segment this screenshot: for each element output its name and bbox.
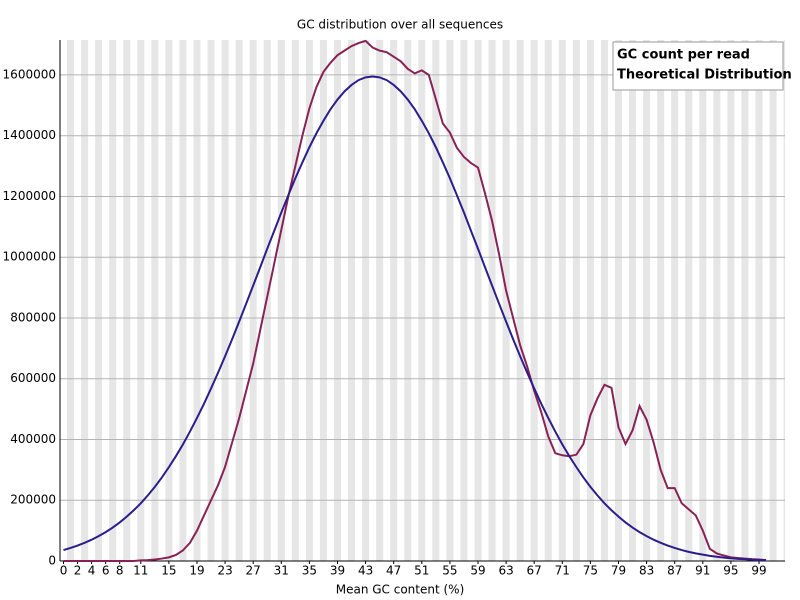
x-tick-label: 8 (116, 564, 124, 578)
background-stripe (657, 40, 665, 561)
background-stripe (474, 40, 482, 561)
background-stripe (348, 40, 356, 561)
x-tick-label: 79 (611, 564, 626, 578)
background-stripe (516, 40, 524, 561)
background-stripe (685, 40, 693, 561)
x-tick-label: 87 (667, 564, 682, 578)
background-stripe (614, 40, 623, 561)
chart-title: GC distribution over all sequences (297, 18, 503, 32)
background-stripe (305, 40, 313, 561)
background-stripe (404, 40, 412, 561)
background-stripe (460, 40, 468, 561)
background-stripe (418, 40, 426, 561)
background-stripe (755, 40, 763, 561)
y-tick-label: 800000 (10, 310, 56, 324)
x-tick-label: 95 (723, 564, 738, 578)
background-stripe (446, 40, 454, 561)
x-tick-label: 75 (583, 564, 598, 578)
y-tick-label: 1400000 (3, 128, 56, 142)
background-stripe (671, 40, 679, 561)
background-stripe (629, 40, 637, 561)
background-stripe (783, 40, 785, 561)
background-stripe (502, 40, 510, 561)
background-stripe (81, 40, 89, 561)
background-stripe (95, 40, 103, 561)
x-tick-label: 15 (161, 564, 176, 578)
background-stripe (235, 40, 243, 561)
background-stripe (277, 40, 285, 561)
x-tick-label: 11 (133, 564, 148, 578)
legend-box (612, 41, 784, 91)
data-line (63, 75, 767, 562)
background-stripe (713, 40, 721, 561)
x-tick-label: 19 (189, 564, 204, 578)
background-stripe (179, 40, 187, 561)
background-stripe (193, 40, 201, 561)
x-tick-label: 83 (639, 564, 654, 578)
background-stripe (109, 40, 117, 561)
y-tick-label: 0 (48, 554, 56, 568)
x-axis-label: Mean GC content (%) (336, 583, 465, 597)
background-stripe (123, 40, 131, 561)
plot-area (67, 40, 785, 561)
y-tick-label: 1200000 (3, 189, 56, 203)
background-stripe (151, 40, 159, 561)
background-stripe (727, 40, 735, 561)
background-stripe (530, 40, 538, 561)
background-stripe (319, 40, 327, 561)
x-tick-label: 47 (386, 564, 401, 578)
background-stripe (207, 40, 215, 561)
background-stripe (572, 40, 580, 561)
y-tick-label: 200000 (10, 493, 56, 507)
y-tick-label: 1000000 (3, 250, 56, 264)
data-line (63, 39, 767, 562)
x-tick-label: 99 (751, 564, 766, 578)
x-tick-label: 71 (555, 564, 570, 578)
x-tick-label: 2 (74, 564, 82, 578)
x-tick-label: 0 (60, 564, 68, 578)
background-stripe (741, 40, 749, 561)
legend-entry: Theoretical Distribution (617, 68, 792, 83)
background-stripe (643, 40, 651, 561)
x-tick-label: 6 (102, 564, 110, 578)
background-stripe (137, 40, 145, 561)
x-tick-label: 43 (358, 564, 373, 578)
background-stripe (376, 40, 384, 561)
background-stripe (432, 40, 440, 561)
background-stripe (165, 40, 173, 561)
background-stripe (558, 40, 566, 561)
x-tick-label: 23 (217, 564, 232, 578)
x-tick-label: 4 (88, 564, 96, 578)
x-tick-label: 91 (695, 564, 710, 578)
background-stripe (333, 40, 342, 561)
background-stripe (586, 40, 594, 561)
x-tick-label: 63 (498, 564, 513, 578)
background-stripe (291, 40, 299, 561)
y-tick-label: 400000 (10, 432, 56, 446)
x-tick-label: 27 (246, 564, 261, 578)
background-stripe (362, 40, 370, 561)
background-stripe (221, 40, 229, 561)
y-tick-label: 600000 (10, 371, 56, 385)
background-stripe (544, 40, 552, 561)
x-tick-label: 59 (470, 564, 485, 578)
x-tick-label: 31 (274, 564, 289, 578)
x-tick-label: 35 (302, 564, 317, 578)
x-tick-label: 67 (527, 564, 542, 578)
background-stripe (769, 40, 777, 561)
legend-entry: GC count per read (617, 48, 750, 63)
x-tick-label: 39 (330, 564, 345, 578)
background-stripe (699, 40, 707, 561)
y-tick-label: 1600000 (3, 67, 56, 81)
background-stripe (600, 40, 608, 561)
background-stripe (249, 40, 257, 561)
x-tick-label: 55 (442, 564, 457, 578)
background-stripe (488, 40, 496, 561)
background-stripe (67, 40, 75, 561)
background-stripe (390, 40, 398, 561)
x-tick-label: 51 (414, 564, 429, 578)
